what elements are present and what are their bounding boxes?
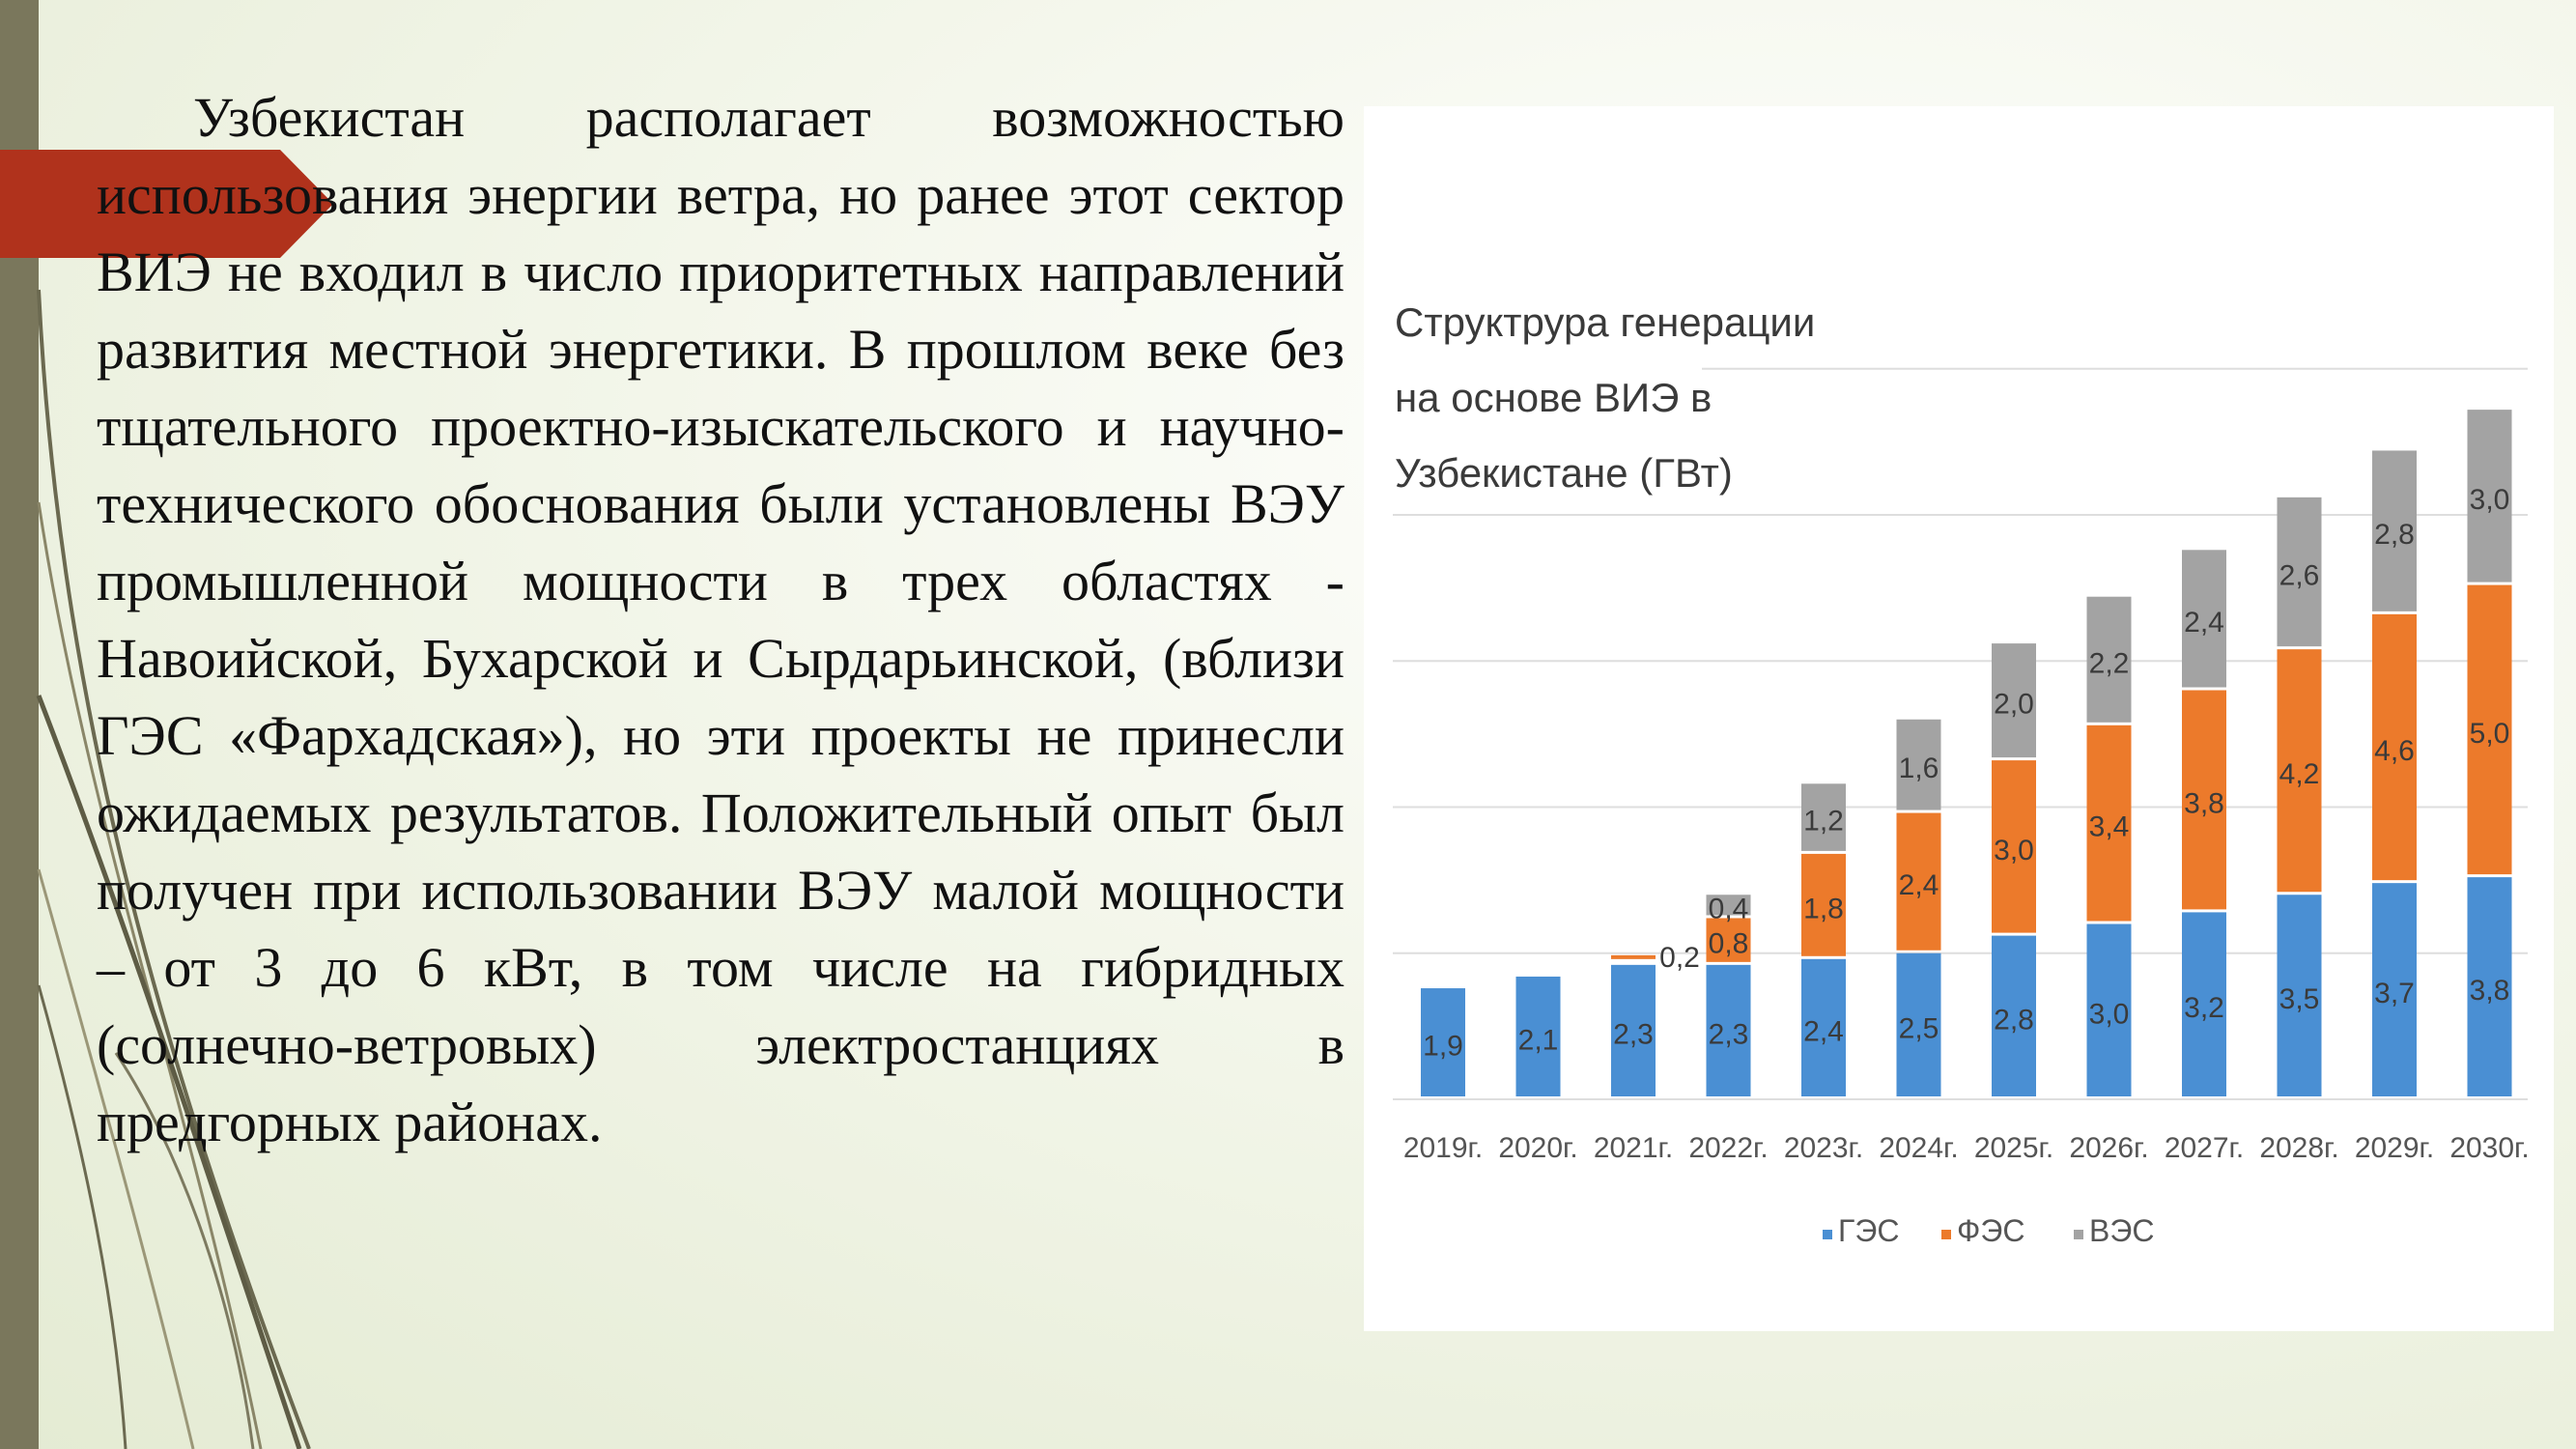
data-label: 2,4 — [1899, 869, 1939, 901]
data-label: 3,0 — [2470, 484, 2510, 516]
bar-segment-ГЭС — [1992, 935, 2036, 1096]
bar-segment-ФЭС — [1896, 812, 1941, 951]
bar-segment-ГЭС — [1611, 964, 1656, 1096]
bar-segment-ВЭС — [2086, 596, 2132, 723]
bar-segment-ГЭС — [1801, 958, 1846, 1096]
bar-segment-ВЭС — [1896, 719, 1941, 810]
x-tick-label: 2030г. — [2449, 1132, 2529, 1164]
bar-segment-ГЭС — [2372, 883, 2417, 1096]
bar-segment-ГЭС — [2086, 923, 2132, 1096]
data-label: 1,9 — [1423, 1031, 1463, 1063]
bar-segment-ФЭС — [2467, 584, 2512, 875]
data-label: 2,4 — [2184, 607, 2224, 639]
x-tick-label: 2021г. — [1594, 1132, 1673, 1164]
grass-decoration — [36, 289, 311, 1449]
data-label: 3,5 — [2279, 983, 2320, 1015]
bar-segment-ФЭС — [2182, 690, 2226, 910]
x-tick-label: 2019г. — [1403, 1132, 1483, 1164]
data-label: 2,6 — [2279, 560, 2320, 592]
data-label: 2,2 — [2089, 647, 2130, 679]
chart-title-line: на основе ВИЭ в — [1395, 375, 1712, 420]
data-label: 2,8 — [2374, 519, 2415, 551]
bar-segment-ВЭС — [1801, 783, 1846, 851]
data-label: 0,4 — [1709, 893, 1749, 924]
x-tick-label: 2027г. — [2165, 1132, 2244, 1164]
data-label: 4,2 — [2279, 758, 2320, 790]
chart-panel: Структрура генерации на основе ВИЭ в Узбек… — [1364, 106, 2554, 1331]
x-tick-label: 2028г. — [2259, 1132, 2338, 1164]
x-tick-label: 2024г. — [1879, 1132, 1958, 1164]
legend-label: ВЭС — [2089, 1213, 2154, 1248]
bar-segment-ФЭС — [2277, 649, 2322, 893]
accent-arrow-tab — [0, 150, 333, 258]
title-backdrop — [1383, 285, 1702, 440]
chart-title-line: Структрура генерации — [1395, 299, 1815, 345]
data-label: 1,8 — [1803, 893, 1844, 924]
data-label: 3,2 — [2184, 992, 2224, 1024]
data-label: 3,8 — [2184, 787, 2224, 819]
data-label: 3,0 — [1994, 835, 2034, 867]
body-paragraph: Узбекистан располагает возможностью испо… — [97, 86, 1345, 1153]
data-label: 1,2 — [1803, 806, 1844, 838]
bar-segment-ВЭС — [1992, 643, 2036, 758]
data-label: 3,8 — [2470, 975, 2510, 1007]
bar-segment-ГЭС — [1515, 976, 1561, 1096]
data-label: 2,4 — [1803, 1015, 1844, 1047]
bar-segment-ВЭС — [2467, 410, 2512, 582]
x-tick-label: 2022г. — [1688, 1132, 1768, 1164]
bar-segment-ГЭС — [1421, 988, 1465, 1096]
x-tick-label: 2026г. — [2069, 1132, 2148, 1164]
x-tick-label: 2025г. — [1974, 1132, 2053, 1164]
bar-segment-ФЭС — [1801, 853, 1846, 956]
data-label: 2,8 — [1994, 1004, 2034, 1036]
data-label: 2,5 — [1899, 1012, 1939, 1044]
data-label: 3,7 — [2374, 978, 2415, 1009]
bar-segment-ГЭС — [1706, 964, 1751, 1096]
bar-segment-ФЭС — [1706, 918, 1751, 962]
x-tick-label: 2029г. — [2355, 1132, 2434, 1164]
legend-swatch-ГЭС — [1823, 1230, 1832, 1239]
data-label: 2,3 — [1709, 1018, 1749, 1050]
data-label: 4,6 — [2374, 735, 2415, 767]
chart-title-line: Узбекистане (ГВт) — [1395, 450, 1733, 496]
bar-segment-ВЭС — [2182, 550, 2226, 688]
data-label: 3,0 — [2089, 998, 2130, 1030]
bar-segment-ФЭС — [2086, 724, 2132, 922]
annotation-label: 0,2 — [1659, 942, 1700, 974]
legend-swatch-ФЭС — [1941, 1230, 1951, 1239]
bar-segment-ГЭС — [2467, 877, 2512, 1096]
bar-segment-ГЭС — [1896, 952, 1941, 1096]
x-tick-label: 2023г. — [1784, 1132, 1863, 1164]
bar-segment-ВЭС — [2372, 450, 2417, 611]
legend-label: ФЭС — [1957, 1213, 2024, 1248]
x-tick-label: 2020г. — [1498, 1132, 1577, 1164]
data-label: 1,6 — [1899, 753, 1939, 784]
data-label: 2,1 — [1518, 1024, 1559, 1056]
legend-swatch-ВЭС — [2074, 1230, 2083, 1239]
data-label: 0,8 — [1709, 928, 1749, 960]
bar-segment-ВЭС — [2277, 497, 2322, 647]
bar-segment-ГЭС — [2182, 912, 2226, 1096]
bar-segment-ГЭС — [2277, 895, 2322, 1096]
data-label: 5,0 — [2470, 718, 2510, 750]
bar-segment-annotation — [1611, 954, 1656, 959]
legend-label: ГЭС — [1838, 1213, 1899, 1248]
bar-segment-ФЭС — [1992, 760, 2036, 933]
data-label: 2,3 — [1613, 1018, 1654, 1050]
stacked-bar-chart: Структрура генерации на основе ВИЭ в Узбек… — [1383, 285, 2530, 1248]
bar-segment-ВЭС — [1706, 895, 1751, 916]
data-label: 3,4 — [2089, 811, 2130, 843]
bar-segment-ФЭС — [2372, 613, 2417, 881]
data-label: 2,0 — [1994, 689, 2034, 721]
